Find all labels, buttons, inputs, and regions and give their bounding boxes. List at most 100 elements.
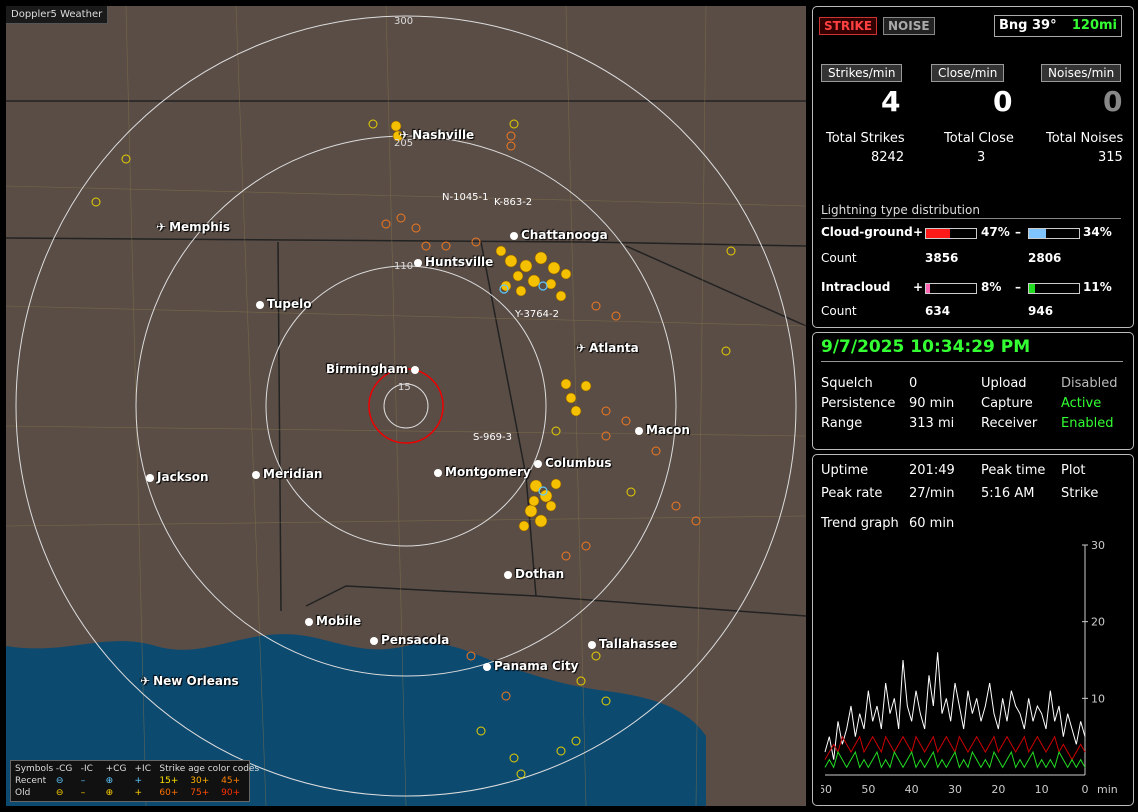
cg-positive-bar <box>925 228 977 239</box>
settings-panel: 9/7/2025 10:34:29 PM Squelch 0 Upload Di… <box>812 332 1134 450</box>
total-noises-value: 315 <box>1098 150 1123 165</box>
uptime-trend-panel: Uptime 201:49 Peak time Plot Peak rate 2… <box>812 454 1134 806</box>
city-nashville[interactable]: ✈ Nashville <box>399 128 475 142</box>
city-dot-icon <box>411 365 420 374</box>
datetime: 9/7/2025 10:34:29 PM <box>821 337 1123 362</box>
ic-positive-count: 634 <box>925 304 951 318</box>
cg-positive-pct: 47% <box>981 225 1010 239</box>
city-meridian[interactable]: Meridian <box>252 467 322 481</box>
ring-label-205: 205 <box>394 138 414 149</box>
trend-graph-value[interactable]: 60 min <box>909 516 955 531</box>
ring-label-300: 300 <box>394 16 414 27</box>
x-unit-label: min <box>1097 783 1118 796</box>
map-canvas <box>6 6 806 806</box>
cg-positive-count: 3856 <box>925 251 959 265</box>
city-dot-icon <box>305 617 313 626</box>
close-per-min-label: Close/min <box>931 64 1005 82</box>
plot-label: Plot <box>1061 463 1086 478</box>
city-panama-city[interactable]: Panama City <box>483 659 578 673</box>
cg-count-label: Count <box>821 251 857 265</box>
x-tick-label: 50 <box>861 783 875 796</box>
strike-tag[interactable]: S-969-3 <box>473 432 513 443</box>
neg-ic-icon: – <box>80 776 86 786</box>
city-dot-icon <box>434 468 442 477</box>
airport-icon: ✈ <box>399 128 410 142</box>
city-dot-icon <box>483 662 491 671</box>
distribution-title: Lightning type distribution <box>821 203 1121 219</box>
total-noises-label: Total Noises <box>1046 131 1124 146</box>
strike-tag[interactable]: Y-3764-2 <box>515 309 559 320</box>
symbol-legend: Symbols -CG -IC +CG +IC Strike age color… <box>10 760 259 802</box>
city-pensacola[interactable]: Pensacola <box>370 633 449 647</box>
city-dot-icon <box>635 426 643 435</box>
plot-value[interactable]: Strike <box>1061 486 1099 501</box>
x-tick-label: 30 <box>948 783 962 796</box>
city-dot-icon <box>252 470 260 479</box>
pos-cg-icon: ⊕ <box>105 788 114 798</box>
city-macon[interactable]: Macon <box>635 423 690 437</box>
x-tick-label: 10 <box>1035 783 1049 796</box>
city-tupelo[interactable]: Tupelo <box>256 297 312 311</box>
x-tick-label: 60 <box>821 783 832 796</box>
uptime-value: 201:49 <box>909 463 955 478</box>
close-per-min-value: 0 <box>993 85 1013 118</box>
city-jackson[interactable]: Jackson <box>146 470 209 484</box>
city-dot-icon <box>588 640 596 649</box>
ic-positive-bar <box>925 283 977 294</box>
close-range-ring <box>368 368 444 444</box>
city-tallahassee[interactable]: Tallahassee <box>588 637 677 651</box>
persistence-value: 90 min <box>909 396 955 411</box>
ic-negative-bar <box>1028 283 1080 294</box>
city-memphis[interactable]: ✈ Memphis <box>156 220 231 234</box>
squelch-label: Squelch <box>821 376 873 391</box>
city-atlanta[interactable]: ✈ Atlanta <box>576 341 639 355</box>
strike-tag[interactable]: N-1045-1 <box>442 192 489 203</box>
y-tick-label: 30 <box>1091 541 1105 552</box>
peak-rate-label: Peak rate <box>821 486 883 501</box>
intracloud-label: Intracloud <box>821 280 891 294</box>
city-huntsville[interactable]: Huntsville <box>414 255 493 269</box>
ic-negative-pct: 11% <box>1083 280 1112 294</box>
squelch-value: 0 <box>909 376 918 391</box>
persistence-label: Persistence <box>821 396 896 411</box>
strike-button[interactable]: STRIKE <box>819 17 878 35</box>
neg-ic-icon: – <box>80 788 86 798</box>
bearing-range-display: Bng 39° 120mi <box>994 15 1122 37</box>
city-birmingham[interactable]: Birmingham <box>326 362 422 376</box>
city-chattanooga[interactable]: Chattanooga <box>510 228 608 242</box>
radar-map[interactable]: Doppler5 Weather 300 205 110 15 ✈ Nashvil… <box>6 6 806 806</box>
ic-negative-count: 946 <box>1028 304 1054 318</box>
pos-ic-icon: + <box>134 788 143 798</box>
app-title: Doppler5 Weather <box>6 6 109 24</box>
airport-icon: ✈ <box>156 220 167 234</box>
strikes-per-min-value: 4 <box>881 85 901 118</box>
city-dothan[interactable]: Dothan <box>504 567 564 581</box>
airport-icon: ✈ <box>576 341 587 355</box>
city-dot-icon <box>504 570 512 579</box>
total-close-label: Total Close <box>944 131 1014 146</box>
city-mobile[interactable]: Mobile <box>305 614 361 628</box>
total-strikes-value: 8242 <box>871 150 905 165</box>
capture-value: Active <box>1061 396 1102 411</box>
receiver-value: Enabled <box>1061 416 1114 431</box>
strikes-per-min-label: Strikes/min <box>821 64 903 82</box>
total-strikes-label: Total Strikes <box>826 131 905 146</box>
noise-button[interactable]: NOISE <box>883 17 935 35</box>
pos-cg-icon: ⊕ <box>105 776 114 786</box>
x-tick-label: 0 <box>1082 783 1089 796</box>
city-montgomery[interactable]: Montgomery <box>434 465 531 479</box>
y-tick-label: 10 <box>1091 692 1105 705</box>
upload-value: Disabled <box>1061 376 1118 391</box>
ic-positive-pct: 8% <box>981 280 1002 294</box>
city-new-orleans[interactable]: ✈ New Orleans <box>140 674 239 688</box>
cg-negative-bar <box>1028 228 1080 239</box>
ring-label-15: 15 <box>398 382 411 393</box>
strike-stats-panel: STRIKE NOISE Bng 39° 120mi Strikes/min C… <box>812 6 1134 328</box>
city-columbus[interactable]: Columbus <box>534 456 612 470</box>
neg-cg-icon: ⊖ <box>55 788 64 798</box>
city-dot-icon <box>534 459 542 468</box>
city-dot-icon <box>414 258 422 267</box>
city-dot-icon <box>146 473 154 482</box>
strike-tag[interactable]: K-863-2 <box>494 197 533 208</box>
city-dot-icon <box>370 636 378 645</box>
